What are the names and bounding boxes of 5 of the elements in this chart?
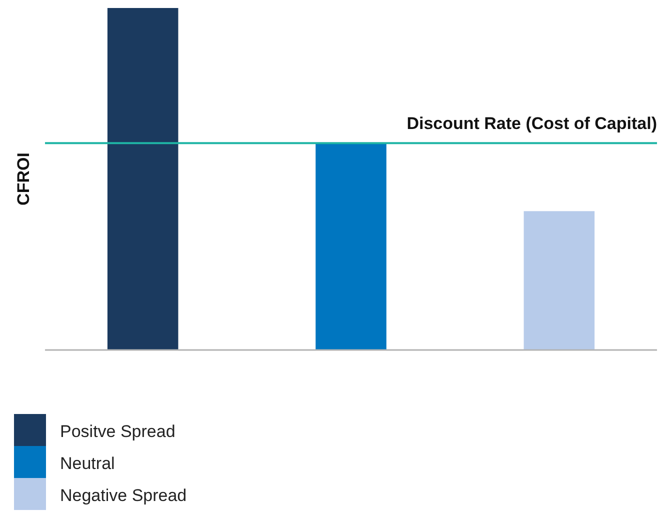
legend-label: Positve Spread <box>60 422 176 441</box>
ref-line-label: Discount Rate (Cost of Capital) <box>406 114 657 134</box>
legend-label: Negative Spread <box>60 486 187 505</box>
legend-label: Neutral <box>60 454 115 473</box>
y-axis-title: CFROI <box>14 152 33 206</box>
